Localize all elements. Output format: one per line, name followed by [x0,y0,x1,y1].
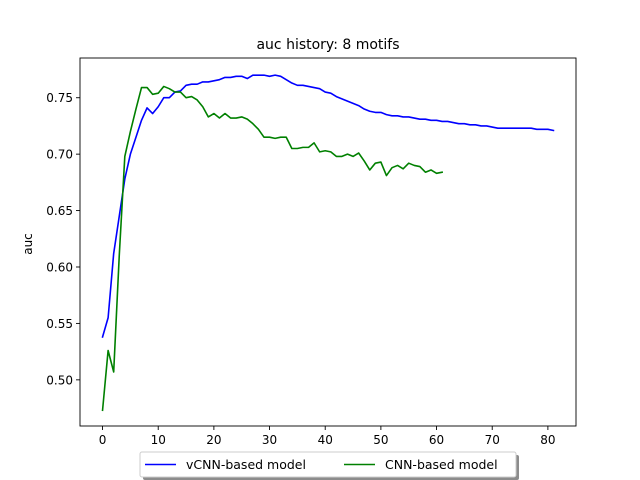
plot-area: 0 10 20 30 40 50 60 70 80 0.50 0.55 0.60 0.65 0.70 0.7… [46,57,577,447]
y-tick-label: 0.65 [46,204,73,218]
axes-frame [79,57,577,427]
chart-title: auc history: 8 motifs [256,37,399,53]
legend-label-1: CNN-based model [385,457,498,472]
series-line-0 [101,74,555,338]
x-tick-label: 70 [485,433,500,447]
x-tick-label: 50 [373,433,388,447]
x-tick-label: 60 [429,433,444,447]
x-tick-label: 20 [206,433,221,447]
y-tick-label: 0.50 [46,373,73,387]
y-tick-label: 0.75 [46,91,73,105]
y-tick-label: 0.60 [46,260,73,274]
x-tick-label: 30 [262,433,277,447]
y-tick-label: 0.55 [46,317,73,331]
x-tick-label: 0 [99,433,107,447]
x-tick-label: 10 [151,433,166,447]
x-tick-label: 80 [540,433,555,447]
x-tick-label: 40 [318,433,333,447]
series-line-1 [101,85,444,412]
legend-label-0: vCNN-based model [186,457,306,472]
y-axis-label: auc [21,233,35,255]
y-tick-label: 0.70 [46,148,73,162]
legend-box [139,451,517,478]
legend: vCNN-based model CNN-based model [139,451,519,480]
